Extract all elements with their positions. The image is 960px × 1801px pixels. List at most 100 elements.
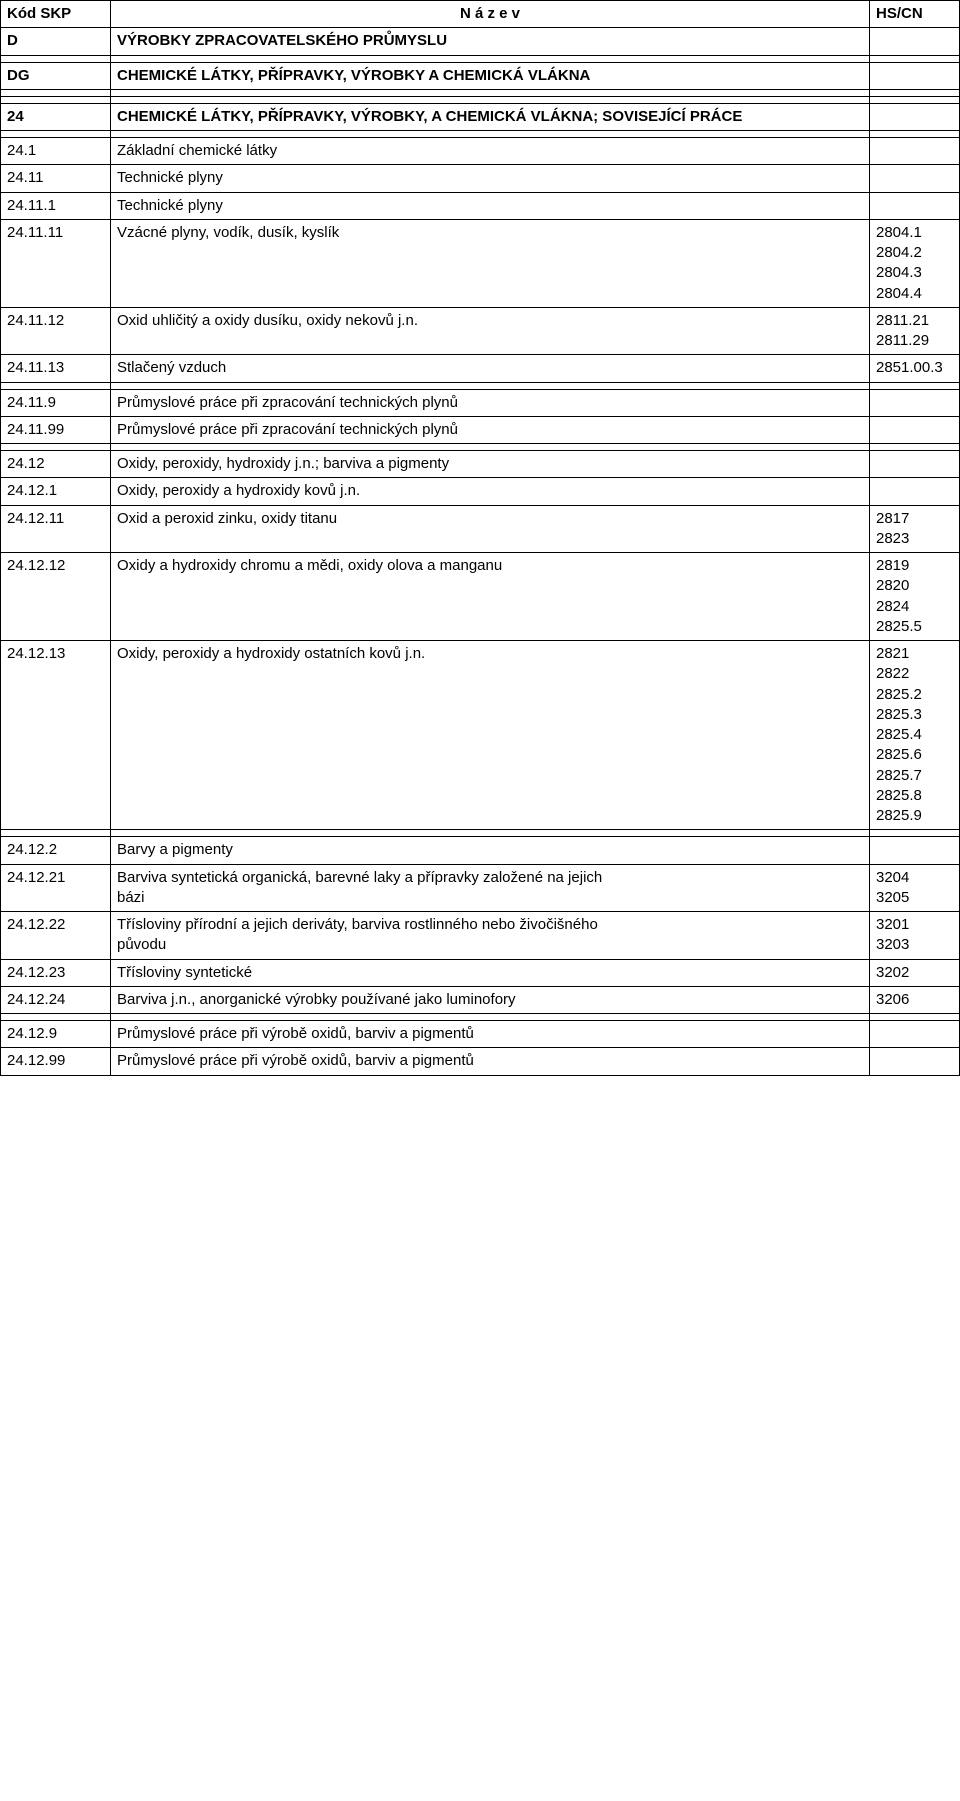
table-row: 24CHEMICKÉ LÁTKY, PŘÍPRAVKY, VÝROBKY, A … bbox=[1, 103, 960, 130]
cell-code: 24.12 bbox=[1, 451, 111, 478]
cell-hscn bbox=[870, 55, 960, 62]
cell-name: Třísloviny přírodní a jejich deriváty, b… bbox=[111, 912, 870, 960]
cell-name: Barvy a pigmenty bbox=[111, 837, 870, 864]
header-col-code: Kód SKP bbox=[1, 1, 111, 28]
cell-name: Technické plyny bbox=[111, 165, 870, 192]
table-row: 24.12.1Oxidy, peroxidy a hydroxidy kovů … bbox=[1, 478, 960, 505]
cell-code: D bbox=[1, 28, 111, 55]
cell-code: 24.12.2 bbox=[1, 837, 111, 864]
cell-name: Barviva j.n., anorganické výrobky použív… bbox=[111, 986, 870, 1013]
cell-code: 24.12.22 bbox=[1, 912, 111, 960]
table-row: 24.11.99Průmyslové práce při zpracování … bbox=[1, 416, 960, 443]
table-row: 24.11Technické plyny bbox=[1, 165, 960, 192]
cell-name: Oxidy, peroxidy a hydroxidy kovů j.n. bbox=[111, 478, 870, 505]
header-col-hscn: HS/CN bbox=[870, 1, 960, 28]
cell-name bbox=[111, 89, 870, 96]
cell-name bbox=[111, 55, 870, 62]
cell-code bbox=[1, 830, 111, 837]
cell-hscn: 28172823 bbox=[870, 505, 960, 553]
cell-hscn: 2819282028242825.5 bbox=[870, 553, 960, 641]
cell-name: Průmyslové práce při zpracování technick… bbox=[111, 389, 870, 416]
header-col-name: N á z e v bbox=[111, 1, 870, 28]
cell-code: DG bbox=[1, 62, 111, 89]
cell-code bbox=[1, 89, 111, 96]
cell-code: 24.11.1 bbox=[1, 192, 111, 219]
cell-code bbox=[1, 382, 111, 389]
table-row bbox=[1, 96, 960, 103]
cell-hscn bbox=[870, 444, 960, 451]
cell-hscn bbox=[870, 62, 960, 89]
cell-name: Průmyslové práce při zpracování technick… bbox=[111, 416, 870, 443]
table-row: 24.12.9Průmyslové práce při výrobě oxidů… bbox=[1, 1021, 960, 1048]
cell-name bbox=[111, 830, 870, 837]
cell-hscn bbox=[870, 478, 960, 505]
table-row: 24.12.23Třísloviny syntetické3202 bbox=[1, 959, 960, 986]
table-row: 24.12.99Průmyslové práce při výrobě oxid… bbox=[1, 1048, 960, 1075]
cell-name: CHEMICKÉ LÁTKY, PŘÍPRAVKY, VÝROBKY, A CH… bbox=[111, 103, 870, 130]
table-row: DGCHEMICKÉ LÁTKY, PŘÍPRAVKY, VÝROBKY A C… bbox=[1, 62, 960, 89]
cell-hscn bbox=[870, 89, 960, 96]
cell-hscn: 32013203 bbox=[870, 912, 960, 960]
table-header-row: Kód SKPN á z e vHS/CN bbox=[1, 1, 960, 28]
cell-code: 24.11.99 bbox=[1, 416, 111, 443]
cell-hscn bbox=[870, 1021, 960, 1048]
cell-hscn: 282128222825.22825.32825.42825.62825.728… bbox=[870, 641, 960, 830]
cell-name: Třísloviny syntetické bbox=[111, 959, 870, 986]
cell-name: CHEMICKÉ LÁTKY, PŘÍPRAVKY, VÝROBKY A CHE… bbox=[111, 62, 870, 89]
cell-name: Vzácné plyny, vodík, dusík, kyslík bbox=[111, 219, 870, 307]
table-row: 24.11.1Technické plyny bbox=[1, 192, 960, 219]
cell-code: 24.12.24 bbox=[1, 986, 111, 1013]
table-row: 24.11.9Průmyslové práce při zpracování t… bbox=[1, 389, 960, 416]
cell-hscn: 32043205 bbox=[870, 864, 960, 912]
cell-hscn: 3202 bbox=[870, 959, 960, 986]
table-row: 24.12.2Barvy a pigmenty bbox=[1, 837, 960, 864]
cell-code: 24.11 bbox=[1, 165, 111, 192]
cell-hscn bbox=[870, 138, 960, 165]
cell-name: VÝROBKY ZPRACOVATELSKÉHO PRŮMYSLU bbox=[111, 28, 870, 55]
table-row bbox=[1, 131, 960, 138]
cell-name: Oxid uhličitý a oxidy dusíku, oxidy neko… bbox=[111, 307, 870, 355]
cell-code: 24.12.11 bbox=[1, 505, 111, 553]
cell-code: 24.12.9 bbox=[1, 1021, 111, 1048]
cell-hscn bbox=[870, 416, 960, 443]
cell-name bbox=[111, 131, 870, 138]
cell-code: 24.11.13 bbox=[1, 355, 111, 382]
table-row: 24.12.13Oxidy, peroxidy a hydroxidy osta… bbox=[1, 641, 960, 830]
table-row: 24.12.21Barviva syntetická organická, ba… bbox=[1, 864, 960, 912]
cell-hscn bbox=[870, 131, 960, 138]
cell-code: 24.11.11 bbox=[1, 219, 111, 307]
cell-hscn bbox=[870, 28, 960, 55]
cell-code: 24.11.9 bbox=[1, 389, 111, 416]
cell-hscn bbox=[870, 382, 960, 389]
cell-hscn bbox=[870, 451, 960, 478]
table-row bbox=[1, 1014, 960, 1021]
table-row bbox=[1, 382, 960, 389]
table-row: 24.12.11Oxid a peroxid zinku, oxidy tita… bbox=[1, 505, 960, 553]
cell-hscn: 2804.12804.22804.32804.4 bbox=[870, 219, 960, 307]
cell-code: 24.1 bbox=[1, 138, 111, 165]
cell-name: Průmyslové práce při výrobě oxidů, barvi… bbox=[111, 1048, 870, 1075]
table-row: 24.12.24Barviva j.n., anorganické výrobk… bbox=[1, 986, 960, 1013]
cell-name: Oxidy, peroxidy, hydroxidy j.n.; barviva… bbox=[111, 451, 870, 478]
cell-hscn bbox=[870, 837, 960, 864]
cell-code: 24.12.23 bbox=[1, 959, 111, 986]
table-row: 24.11.12Oxid uhličitý a oxidy dusíku, ox… bbox=[1, 307, 960, 355]
cell-code bbox=[1, 96, 111, 103]
classification-table: Kód SKPN á z e vHS/CNDVÝROBKY ZPRACOVATE… bbox=[0, 0, 960, 1076]
cell-hscn bbox=[870, 1014, 960, 1021]
cell-name: Oxidy, peroxidy a hydroxidy ostatních ko… bbox=[111, 641, 870, 830]
cell-name: Oxidy a hydroxidy chromu a mědi, oxidy o… bbox=[111, 553, 870, 641]
cell-code: 24.12.21 bbox=[1, 864, 111, 912]
table-row: 24.12Oxidy, peroxidy, hydroxidy j.n.; ba… bbox=[1, 451, 960, 478]
cell-name: Stlačený vzduch bbox=[111, 355, 870, 382]
cell-name bbox=[111, 444, 870, 451]
cell-name: Oxid a peroxid zinku, oxidy titanu bbox=[111, 505, 870, 553]
table-row: 24.11.13Stlačený vzduch2851.00.3 bbox=[1, 355, 960, 382]
table-row bbox=[1, 89, 960, 96]
cell-name: Základní chemické látky bbox=[111, 138, 870, 165]
cell-hscn bbox=[870, 103, 960, 130]
cell-code bbox=[1, 1014, 111, 1021]
cell-code: 24.12.12 bbox=[1, 553, 111, 641]
table-row: 24.12.22Třísloviny přírodní a jejich der… bbox=[1, 912, 960, 960]
cell-name: Průmyslové práce při výrobě oxidů, barvi… bbox=[111, 1021, 870, 1048]
